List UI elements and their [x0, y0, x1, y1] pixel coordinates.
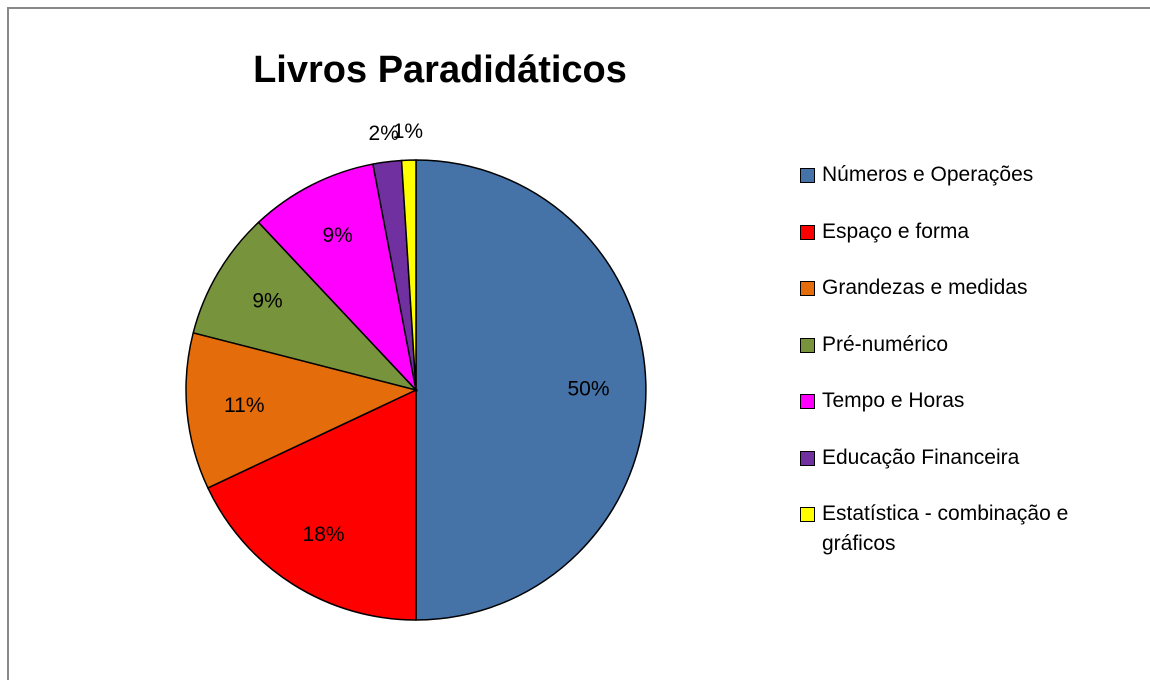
pie-slice — [257, 163, 418, 393]
legend-item: Grandezas e medidas — [800, 273, 1130, 303]
chart-border — [7, 7, 1150, 680]
legend-item: Números e Operações — [800, 160, 1130, 190]
pie-slice — [400, 159, 417, 391]
legend-label: Educação Financeira — [822, 445, 1020, 469]
legend-swatch — [800, 168, 815, 183]
legend-swatch — [800, 394, 815, 409]
data-label: 11% — [224, 394, 264, 417]
legend-item: Espaço e forma — [800, 217, 1130, 247]
legend-label: Estatística - combinação e gráficos — [822, 502, 1069, 555]
data-label: 9% — [252, 290, 282, 313]
legend-item: Estatística - combinação e gráficos — [800, 499, 1130, 559]
legend-item: Tempo e Horas — [800, 386, 1130, 416]
legend-label: Números e Operações — [822, 163, 1034, 186]
legend-label: Tempo e Horas — [822, 389, 965, 412]
pie-slice — [192, 221, 419, 392]
legend-item: Pré-numérico — [800, 330, 1130, 360]
data-label: 50% — [567, 378, 609, 401]
legend-swatch — [800, 224, 815, 240]
data-label: 9% — [323, 224, 353, 247]
pie-slice — [185, 331, 419, 489]
data-label: 18% — [303, 523, 345, 546]
legend-swatch — [800, 281, 815, 296]
data-label: 2% — [369, 122, 399, 145]
pie-slice — [206, 388, 417, 621]
data-label: 1% — [393, 120, 423, 143]
legend-swatch — [800, 337, 815, 353]
legend-item: Educação Financeira — [800, 443, 1130, 473]
pie-slice — [415, 159, 647, 621]
legend-label: Pré-numérico — [822, 332, 949, 356]
legend-label: Grandezas e medidas — [822, 276, 1028, 299]
legend-swatch — [800, 507, 815, 522]
chart-title: Livros Paradidáticos — [253, 49, 627, 91]
legend-swatch — [800, 450, 815, 466]
legend-label: Espaço e forma — [822, 219, 970, 243]
